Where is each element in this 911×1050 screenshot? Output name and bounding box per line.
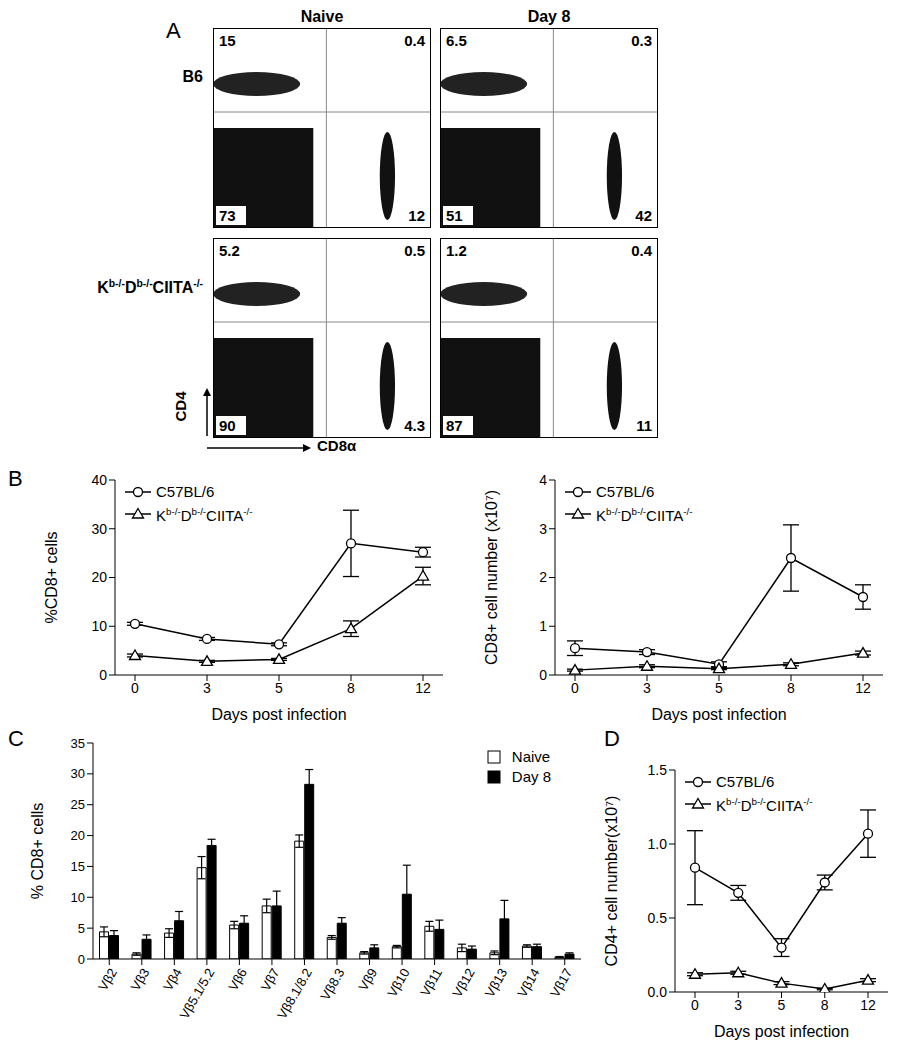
html-text:C57BL/6: C57BL/6 xyxy=(596,483,655,500)
svg-text:0: 0 xyxy=(78,952,85,967)
svg-text:30: 30 xyxy=(91,521,107,537)
svg-text:0.5: 0.5 xyxy=(404,242,425,259)
svg-text:2: 2 xyxy=(539,569,547,585)
svg-text:5.2: 5.2 xyxy=(219,242,240,259)
svg-text:Vβ5.1/5.2: Vβ5.1/5.2 xyxy=(177,966,218,1022)
svg-text:1.5: 1.5 xyxy=(648,762,668,778)
svg-text:73: 73 xyxy=(219,207,236,224)
svg-text:Days post infection: Days post infection xyxy=(651,706,786,723)
svg-text:15: 15 xyxy=(71,859,85,874)
svg-text:0: 0 xyxy=(571,680,579,696)
svg-text:Vβ2: Vβ2 xyxy=(95,966,120,994)
svg-text:1: 1 xyxy=(539,618,547,634)
svg-text:90: 90 xyxy=(219,417,236,434)
html-text:Day 8: Day 8 xyxy=(527,8,571,25)
svg-text:8: 8 xyxy=(347,680,355,696)
html-text:Kb-/-Db-/-CIITA-/-: Kb-/-Db-/-CIITA-/- xyxy=(97,278,203,297)
svg-text:20: 20 xyxy=(91,569,107,585)
html-text:Naive: Naive xyxy=(300,8,344,25)
svg-text:Vβ13: Vβ13 xyxy=(482,966,510,1000)
svg-text:0: 0 xyxy=(691,997,699,1013)
svg-text:8: 8 xyxy=(821,997,829,1013)
html-text:Kb-/-Db-/-CIITA-/-: Kb-/-Db-/-CIITA-/- xyxy=(156,506,253,524)
svg-text:35: 35 xyxy=(71,736,85,751)
svg-text:Vβ12: Vβ12 xyxy=(449,966,477,1000)
svg-text:8: 8 xyxy=(787,680,795,696)
svg-text:Vβ10: Vβ10 xyxy=(384,966,412,1000)
svg-text:40: 40 xyxy=(91,472,107,488)
svg-text:Vβ14: Vβ14 xyxy=(514,966,542,1000)
svg-text:0: 0 xyxy=(131,680,139,696)
svg-text:Vβ17: Vβ17 xyxy=(547,966,575,1000)
svg-text:Vβ6: Vβ6 xyxy=(225,966,250,994)
svg-text:12: 12 xyxy=(860,997,876,1013)
svg-text:1.0: 1.0 xyxy=(648,836,668,852)
svg-text:87: 87 xyxy=(446,417,463,434)
svg-text:CD8+ cell number (x10⁷): CD8+ cell number (x10⁷) xyxy=(483,490,500,665)
svg-text:3: 3 xyxy=(203,680,211,696)
html-text:C57BL/6: C57BL/6 xyxy=(156,483,215,500)
svg-text:Vβ11: Vβ11 xyxy=(417,966,445,999)
html-text:C: C xyxy=(8,726,24,751)
svg-text:0.4: 0.4 xyxy=(404,32,426,49)
svg-text:20: 20 xyxy=(71,828,85,843)
svg-text:Vβ8.1/8.2: Vβ8.1/8.2 xyxy=(274,966,315,1022)
svg-text:25: 25 xyxy=(71,797,85,812)
svg-text:10: 10 xyxy=(91,618,107,634)
svg-text:Vβ7: Vβ7 xyxy=(258,966,283,994)
svg-text:4: 4 xyxy=(539,472,547,488)
svg-text:30: 30 xyxy=(71,766,85,781)
svg-text:0.0: 0.0 xyxy=(648,984,668,1000)
svg-text:CD4+ cell number(x10⁷): CD4+ cell number(x10⁷) xyxy=(603,796,620,967)
html-text:Day 8: Day 8 xyxy=(511,768,551,785)
svg-text:Vβ9: Vβ9 xyxy=(355,966,380,994)
svg-text:11: 11 xyxy=(636,417,652,434)
svg-text:6.5: 6.5 xyxy=(446,32,467,49)
svg-text:0.3: 0.3 xyxy=(631,32,652,49)
svg-text:5: 5 xyxy=(778,997,786,1013)
html-text:Naive: Naive xyxy=(511,748,551,765)
svg-text:15: 15 xyxy=(219,32,236,49)
svg-text:0.4: 0.4 xyxy=(631,242,653,259)
svg-text:Days post infection: Days post infection xyxy=(211,706,346,723)
html-text:CD8α: CD8α xyxy=(317,437,357,454)
svg-text:3: 3 xyxy=(539,521,547,537)
svg-text:0: 0 xyxy=(99,667,107,683)
html-text:D: D xyxy=(604,726,620,751)
svg-text:Days post infection: Days post infection xyxy=(714,1023,849,1040)
html-text:CD4: CD4 xyxy=(171,391,189,422)
svg-text:0: 0 xyxy=(539,667,547,683)
html-text:Kb-/-Db-/-CIITA-/-: Kb-/-Db-/-CIITA-/- xyxy=(716,796,813,814)
svg-text:12: 12 xyxy=(415,680,431,696)
svg-text:0.5: 0.5 xyxy=(648,910,668,926)
svg-text:3: 3 xyxy=(734,997,742,1013)
svg-text:Vβ3: Vβ3 xyxy=(128,966,153,994)
svg-text:Vβ4: Vβ4 xyxy=(160,966,185,994)
html-text:B6: B6 xyxy=(182,68,203,85)
svg-text:10: 10 xyxy=(71,890,85,905)
svg-text:12: 12 xyxy=(855,680,871,696)
svg-text:5: 5 xyxy=(78,921,85,936)
svg-text:51: 51 xyxy=(446,207,463,224)
svg-text:%CD8+ cells: %CD8+ cells xyxy=(43,531,60,623)
svg-text:3: 3 xyxy=(643,680,651,696)
svg-text:1.2: 1.2 xyxy=(446,242,467,259)
svg-text:42: 42 xyxy=(635,207,652,224)
svg-text:12: 12 xyxy=(408,207,425,224)
html-text:C57BL/6: C57BL/6 xyxy=(716,773,775,790)
svg-text:% CD8+ cells: % CD8+ cells xyxy=(29,803,46,899)
html-text:B: B xyxy=(8,466,23,491)
svg-text:5: 5 xyxy=(715,680,723,696)
svg-text:Vβ8.3: Vβ8.3 xyxy=(317,966,347,1003)
html-text:Kb-/-Db-/-CIITA-/-: Kb-/-Db-/-CIITA-/- xyxy=(596,506,693,524)
svg-text:4.3: 4.3 xyxy=(404,417,425,434)
html-text:A: A xyxy=(166,18,181,43)
svg-text:5: 5 xyxy=(275,680,283,696)
